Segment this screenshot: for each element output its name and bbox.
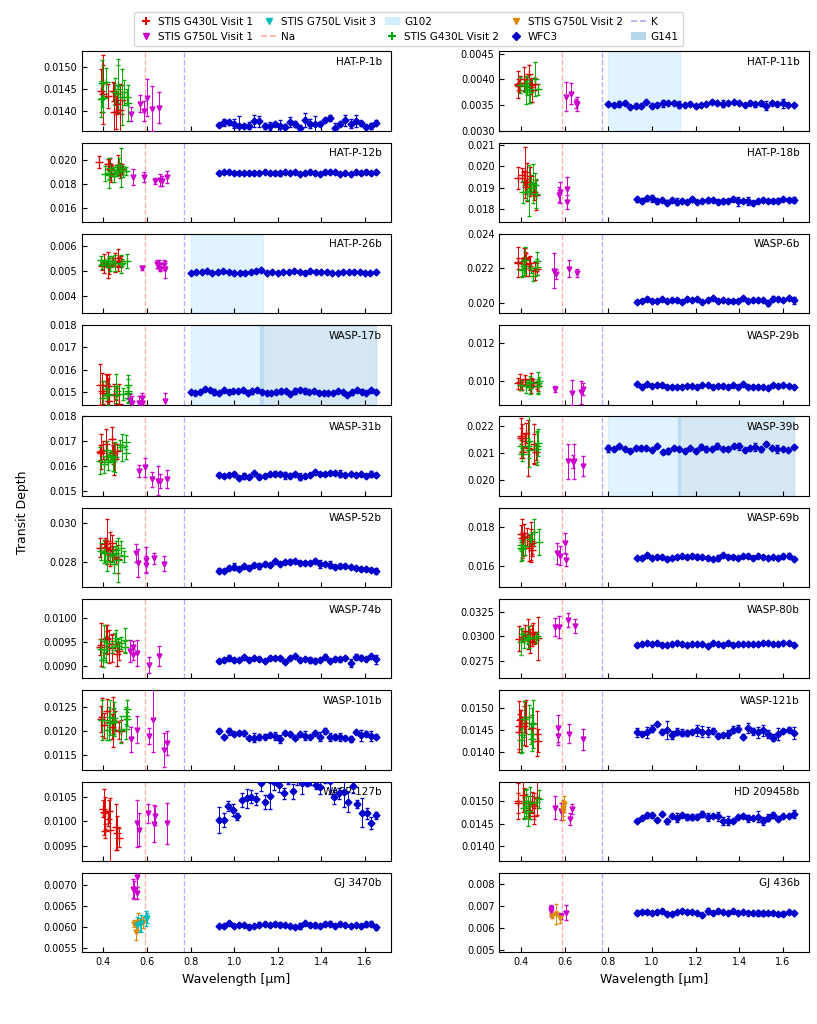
Bar (261, 325, 376, 404)
Text: WASP-39b: WASP-39b (747, 422, 800, 432)
Text: HAT-P-26b: HAT-P-26b (329, 240, 382, 250)
Bar (190, 233, 262, 313)
Text: GJ 436b: GJ 436b (759, 879, 800, 889)
Text: WASP-69b: WASP-69b (747, 513, 800, 523)
Text: WASP-31b: WASP-31b (328, 422, 382, 432)
Text: HAT-P-12b: HAT-P-12b (329, 148, 382, 158)
Bar (678, 417, 793, 496)
Text: WASP-52b: WASP-52b (328, 513, 382, 523)
Text: HD 209458b: HD 209458b (734, 787, 800, 797)
X-axis label: Wavelength [μm]: Wavelength [μm] (182, 973, 291, 986)
Text: WASP-127b: WASP-127b (322, 787, 382, 797)
Text: WASP-29b: WASP-29b (747, 331, 800, 341)
Text: WASP-6b: WASP-6b (753, 240, 800, 250)
Text: WASP-17b: WASP-17b (328, 331, 382, 341)
Text: WASP-101b: WASP-101b (323, 696, 382, 706)
Bar (190, 325, 262, 404)
Text: Transit Depth: Transit Depth (16, 470, 29, 554)
Text: GJ 3470b: GJ 3470b (334, 879, 382, 889)
Bar (609, 51, 681, 131)
Bar (609, 417, 681, 496)
Text: WASP-121b: WASP-121b (740, 696, 800, 706)
Text: WASP-74b: WASP-74b (328, 604, 382, 614)
Text: WASP-80b: WASP-80b (747, 604, 800, 614)
Text: HAT-P-1b: HAT-P-1b (336, 56, 382, 67)
Legend: STIS G430L Visit 1, STIS G750L Visit 1, STIS G750L Visit 3, Na, G102, STIS G430L: STIS G430L Visit 1, STIS G750L Visit 1, … (134, 12, 683, 46)
Text: HAT-P-11b: HAT-P-11b (747, 56, 800, 67)
Text: HAT-P-18b: HAT-P-18b (747, 148, 800, 158)
X-axis label: Wavelength [μm]: Wavelength [μm] (600, 973, 708, 986)
